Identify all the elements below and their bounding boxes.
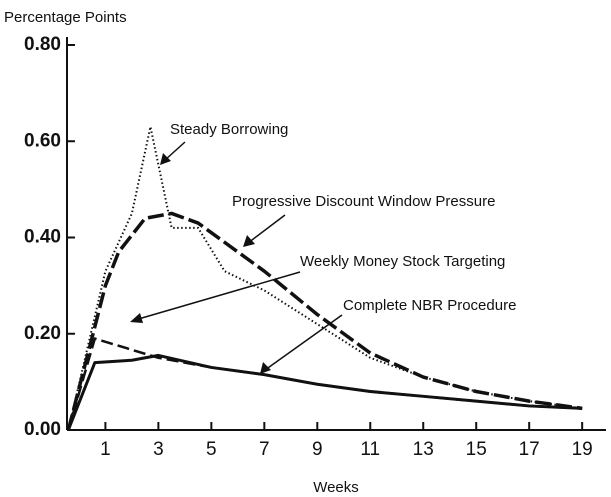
arrowhead [260,362,271,374]
series-label: Progressive Discount Window Pressure [232,193,495,210]
arrowheads [130,153,271,374]
series-line [67,125,583,431]
arrow [164,141,186,161]
arrow [134,271,301,321]
y-tick-label: 0.00 [24,419,61,440]
arrowhead [160,153,171,165]
x-tick-label: 5 [206,439,217,460]
x-tick-label: 3 [153,439,164,460]
series-label: Complete NBR Procedure [343,297,516,314]
series-line [66,211,583,431]
y-tick-label: 0.80 [24,34,61,55]
y-tick-label: 0.60 [24,130,61,151]
y-tick-label: 0.20 [24,323,61,344]
arrowhead [243,235,255,247]
x-axis-label: Weeks [313,479,359,496]
x-tick-label: 7 [259,439,270,460]
y-axis-label: Percentage Points [4,9,127,26]
series-label: Steady Borrowing [170,121,288,138]
x-tick-label: 1 [100,439,111,460]
x-tick-label: 13 [413,439,434,460]
arrowhead [130,313,143,323]
x-tick-label: 15 [466,439,487,460]
x-tick-label: 19 [572,439,593,460]
x-tick-label: 11 [360,439,380,460]
series-label: Weekly Money Stock Targeting [300,253,505,270]
x-tick-label: 9 [312,439,323,460]
x-tick-label: 17 [519,439,540,460]
arrow [247,214,286,244]
y-tick-label: 0.40 [24,227,61,248]
series-line [66,353,583,431]
